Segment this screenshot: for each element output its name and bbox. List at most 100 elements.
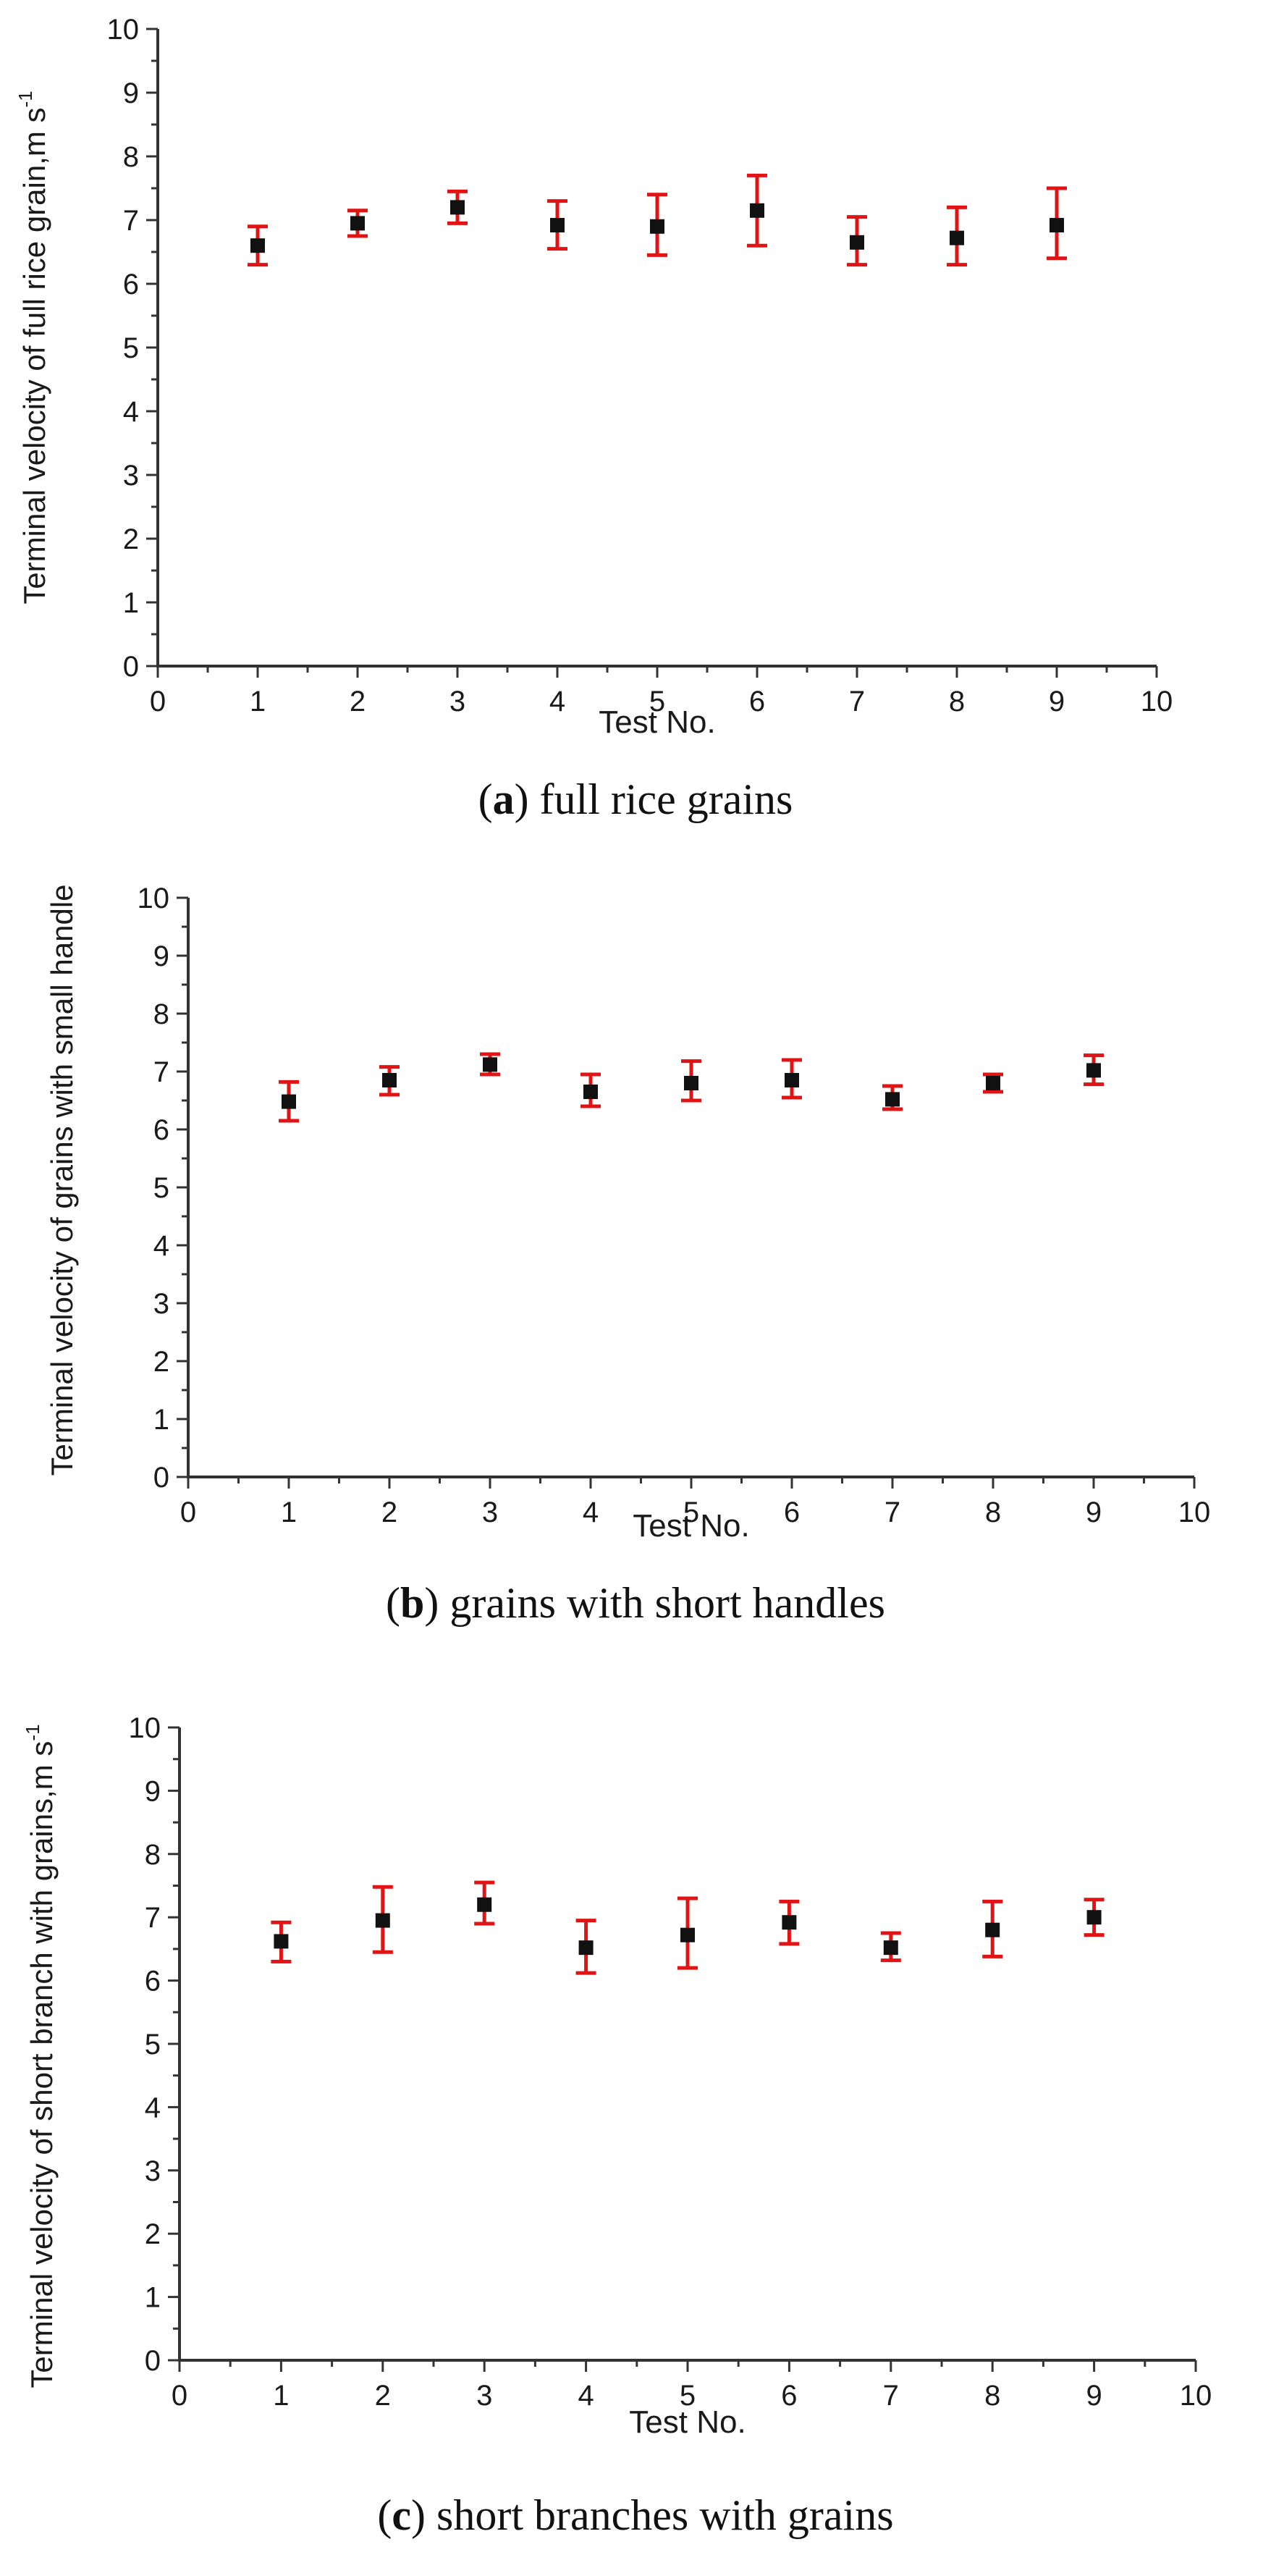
x-tick-label: 9: [1086, 2380, 1102, 2412]
y-tick-label: 2: [153, 1346, 169, 1378]
data-point: [850, 235, 864, 250]
y-tick-label: 7: [153, 1056, 169, 1088]
y-tick-label: 9: [123, 77, 139, 109]
y-tick-label: 5: [145, 2029, 161, 2061]
x-tick-label: 5: [649, 686, 665, 717]
y-tick-label: 8: [123, 141, 139, 173]
y-tick-label: 5: [153, 1172, 169, 1204]
y-tick-label: 4: [153, 1230, 169, 1262]
x-tick-label: 6: [784, 1497, 800, 1528]
data-point: [883, 1940, 898, 1956]
data-point: [583, 1085, 598, 1099]
y-tick-label: 8: [153, 998, 169, 1030]
x-tick-label: 6: [749, 686, 765, 717]
data-point: [650, 219, 664, 234]
x-tick-label: 10: [1180, 2380, 1212, 2412]
data-point: [750, 203, 764, 218]
x-tick-label: 7: [884, 1497, 900, 1528]
x-tick-label: 8: [949, 686, 965, 717]
data-point: [483, 1057, 497, 1072]
data-point: [382, 1073, 397, 1087]
x-tick-label: 1: [281, 1497, 297, 1528]
y-tick-label: 3: [153, 1288, 169, 1320]
x-tick-label: 3: [449, 686, 465, 717]
y-tick-label: 10: [107, 14, 140, 46]
data-point: [477, 1897, 492, 1912]
data-point: [950, 230, 964, 245]
x-tick-label: 2: [350, 686, 366, 717]
y-tick-label: 4: [145, 2092, 161, 2123]
y-tick-label: 5: [123, 332, 139, 364]
y-tick-label: 1: [153, 1404, 169, 1436]
x-tick-label: 0: [172, 2380, 187, 2412]
data-point: [1050, 218, 1064, 233]
x-tick-label: 0: [180, 1497, 196, 1528]
x-tick-label: 2: [381, 1497, 397, 1528]
data-point: [885, 1092, 900, 1107]
data-point: [785, 1073, 799, 1087]
y-tick-label: 9: [153, 940, 169, 972]
chart-c: Terminal velocity of short branch with g…: [22, 1712, 1212, 2440]
y-axis-label: Terminal velocity of full rice grain,m s…: [14, 91, 51, 604]
x-tick-label: 9: [1086, 1497, 1102, 1528]
y-tick-label: 7: [123, 205, 139, 237]
y-tick-label: 0: [145, 2345, 161, 2377]
data-point: [986, 1076, 1000, 1090]
y-tick-label: 1: [145, 2282, 161, 2314]
data-point: [375, 1913, 390, 1928]
x-tick-label: 7: [849, 686, 865, 717]
y-tick-label: 2: [123, 523, 139, 555]
data-point: [250, 238, 265, 253]
x-tick-label: 0: [150, 686, 166, 717]
y-tick-label: 2: [145, 2218, 161, 2250]
y-tick-label: 6: [153, 1114, 169, 1146]
data-point: [680, 1927, 695, 1942]
data-point: [282, 1094, 296, 1109]
chart-b: Terminal velocity of grains with small h…: [45, 883, 1211, 1544]
data-point: [350, 216, 365, 231]
x-tick-label: 9: [1049, 686, 1065, 717]
data-point: [782, 1915, 797, 1930]
data-point: [450, 200, 465, 215]
x-tick-label: 8: [984, 2380, 1000, 2412]
y-axis-label: Terminal velocity of grains with small h…: [45, 884, 79, 1476]
x-tick-label: 4: [578, 2380, 594, 2412]
x-axis-label: Test No.: [633, 1508, 749, 1544]
y-tick-label: 10: [138, 883, 170, 914]
y-tick-label: 3: [145, 2155, 161, 2187]
caption-c: (c) short branches with grains: [377, 2491, 894, 2539]
x-axis-label: Test No.: [629, 2404, 746, 2440]
y-tick-label: 1: [123, 587, 139, 619]
x-tick-label: 2: [375, 2380, 391, 2412]
data-point: [274, 1934, 289, 1949]
y-tick-label: 0: [123, 651, 139, 683]
chart-a: Terminal velocity of full rice grain,m s…: [14, 14, 1173, 740]
x-tick-label: 5: [683, 1497, 699, 1528]
data-point: [684, 1076, 698, 1090]
y-tick-label: 9: [145, 1775, 161, 1807]
x-tick-label: 4: [583, 1497, 599, 1528]
x-tick-label: 10: [1178, 1497, 1211, 1528]
y-tick-label: 10: [129, 1712, 161, 1744]
data-point: [1086, 1063, 1101, 1078]
y-axis-label: Terminal velocity of short branch with g…: [22, 1724, 59, 2388]
x-tick-label: 4: [549, 686, 565, 717]
data-point: [578, 1940, 594, 1956]
x-tick-label: 7: [883, 2380, 899, 2412]
y-tick-label: 8: [145, 1839, 161, 1871]
caption-b: (b) grains with short handles: [386, 1579, 885, 1627]
y-tick-label: 0: [153, 1462, 169, 1494]
x-tick-label: 5: [680, 2380, 696, 2412]
x-tick-label: 1: [250, 686, 266, 717]
data-point: [1086, 1910, 1102, 1925]
y-tick-label: 7: [145, 1902, 161, 1934]
x-tick-label: 8: [985, 1497, 1001, 1528]
x-tick-label: 3: [482, 1497, 498, 1528]
y-tick-label: 4: [123, 396, 139, 428]
y-tick-label: 6: [123, 269, 139, 300]
x-tick-label: 10: [1141, 686, 1173, 717]
data-point: [985, 1922, 1000, 1937]
x-axis-label: Test No.: [599, 704, 715, 740]
data-point: [550, 218, 565, 233]
x-tick-label: 1: [273, 2380, 289, 2412]
